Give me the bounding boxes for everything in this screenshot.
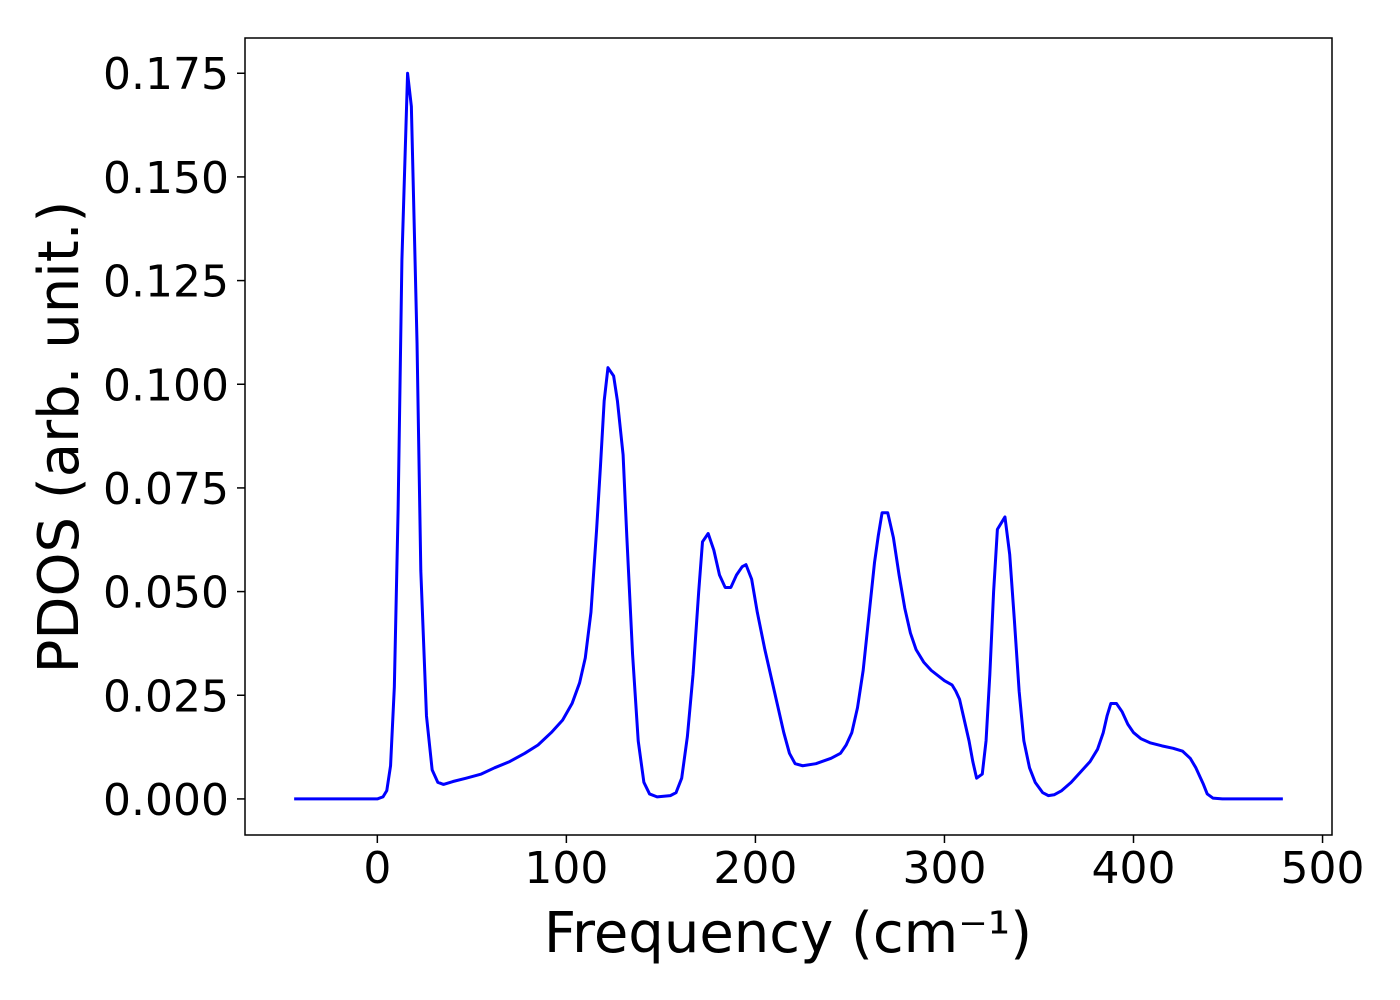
x-axis-label: Frequency (cm⁻¹) bbox=[544, 901, 1032, 966]
y-tick-label: 0.025 bbox=[103, 671, 229, 722]
x-tick-label: 0 bbox=[363, 843, 391, 894]
y-axis-label: PDOS (arb. unit.) bbox=[27, 201, 92, 674]
x-tick-label: 300 bbox=[902, 843, 986, 894]
x-tick-label: 100 bbox=[524, 843, 608, 894]
x-tick-label: 400 bbox=[1092, 843, 1176, 894]
data-line bbox=[294, 71, 1283, 801]
y-tick-label: 0.100 bbox=[103, 360, 229, 411]
plot-frame bbox=[244, 37, 1333, 836]
x-tick-label: 500 bbox=[1281, 843, 1365, 894]
y-tick-label: 0.175 bbox=[103, 49, 229, 100]
y-tick-label: 0.125 bbox=[103, 257, 229, 308]
y-tick-label: 0.050 bbox=[103, 568, 229, 619]
x-tick-label: 200 bbox=[713, 843, 797, 894]
y-tick-label: 0.075 bbox=[103, 464, 229, 515]
y-tick-label: 0.000 bbox=[103, 775, 229, 826]
y-tick-label: 0.150 bbox=[103, 153, 229, 204]
